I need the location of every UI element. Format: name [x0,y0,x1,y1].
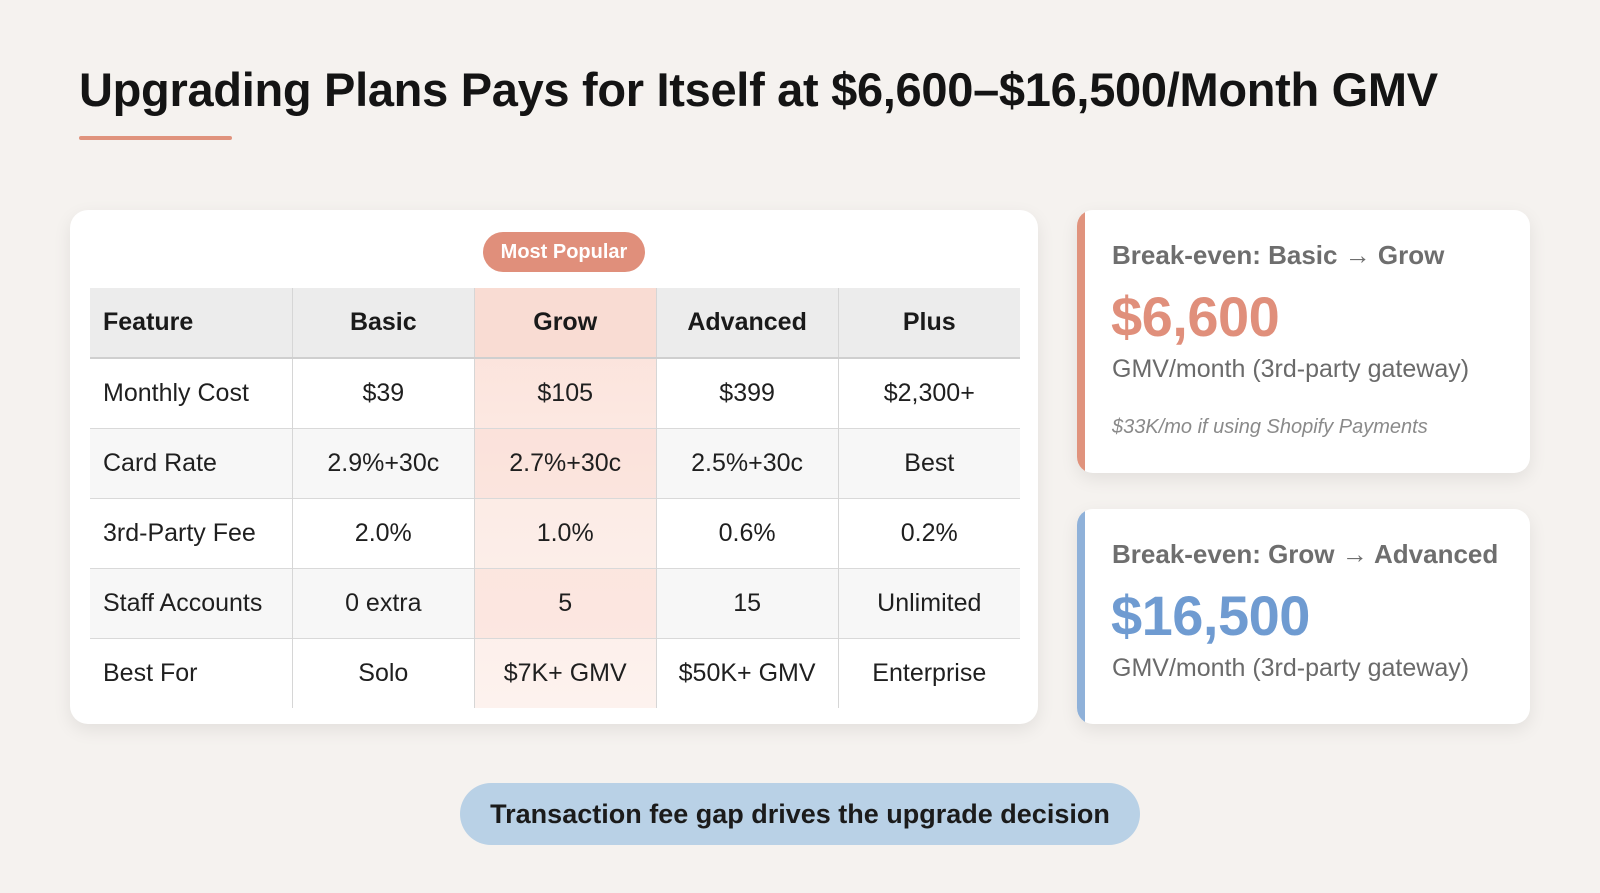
breakeven-value: $6,600 [1111,285,1280,348]
breakeven-value: $16,500 [1111,584,1310,647]
breakeven-unit: GMV/month (3rd-party gateway) [1112,355,1470,383]
table-cell: $399 [656,358,839,428]
table-cell: 2.0% [292,498,475,568]
card-accent-bar [1077,509,1085,724]
breakeven-label: Break-even: Grow → Advanced [1112,539,1499,569]
table-cell: Enterprise [872,658,987,687]
table-cell: $2,300+ [883,378,975,407]
table-cell: Best [838,428,1020,498]
breakeven-grow-advanced-card: Break-even: Grow → Advanced $16,500 GMV/… [1077,509,1530,724]
header-feature: Feature [90,288,293,359]
breakeven-unit: GMV/month (3rd-party gateway) [1112,654,1470,682]
header-advanced: Advanced [656,288,839,359]
table-cell: 0.6% [656,498,839,568]
plan-comparison-card: Most Popular Feature Basic Grow Advanced… [70,210,1038,724]
most-popular-badge: Most Popular [483,232,645,272]
table-cell: 2.5%+30c [656,428,839,498]
card-accent-bar [1077,210,1085,473]
header-basic: Basic [292,288,475,359]
row-label: Monthly Cost [90,358,293,428]
table-cell: 2.9%+30c [292,428,475,498]
row-label: Staff Accounts [90,568,293,638]
table-row: Card Rate 2.9%+30c 2.7%+30c 2.5%+30c Bes… [90,428,1020,498]
table-cell: $39 [292,358,475,428]
table-row: 3rd-Party Fee 2.0% 1.0% 0.6% 0.2% [90,498,1020,568]
table-cell: $7K+ GMV [474,638,657,708]
table-cell: 1.0% [474,498,657,568]
plan-comparison-table: Feature Basic Grow Advanced Plus Monthly… [90,288,1020,708]
breakeven-basic-grow-card: Break-even: Basic → Grow $6,600 GMV/mont… [1077,210,1530,473]
table-row: Staff Accounts 0 extra 5 15 Unlimited [90,568,1020,638]
header-plus: Plus [838,288,1020,359]
table-cell: 0 extra [292,568,475,638]
table-cell: 2.7%+30c [474,428,657,498]
page-title: Upgrading Plans Pays for Itself at $6,60… [79,63,1438,116]
table-cell: 5 [474,568,657,638]
title-underline [79,136,232,140]
table-row: Monthly Cost $39 $105 $399 $2,300+ [90,358,1020,428]
table-cell: 15 [656,568,839,638]
table-cell: Solo [292,638,475,708]
table-cell: $105 [474,358,657,428]
takeaway-pill: Transaction fee gap drives the upgrade d… [460,783,1140,845]
breakeven-label: Break-even: Basic → Grow [1112,240,1445,270]
table-header-row: Feature Basic Grow Advanced Plus [90,288,1020,359]
row-label: Best For [90,638,293,708]
table-cell: Unlimited [838,568,1020,638]
header-grow: Grow [474,288,657,359]
row-label: Card Rate [90,428,293,498]
table-cell: $50K+ GMV [656,638,839,708]
table-cell: 0.2% [900,518,958,547]
table-row: Best For Solo $7K+ GMV $50K+ GMV Enterpr… [90,638,1020,708]
breakeven-note: $33K/mo if using Shopify Payments [1112,416,1428,438]
row-label: 3rd-Party Fee [90,498,293,568]
